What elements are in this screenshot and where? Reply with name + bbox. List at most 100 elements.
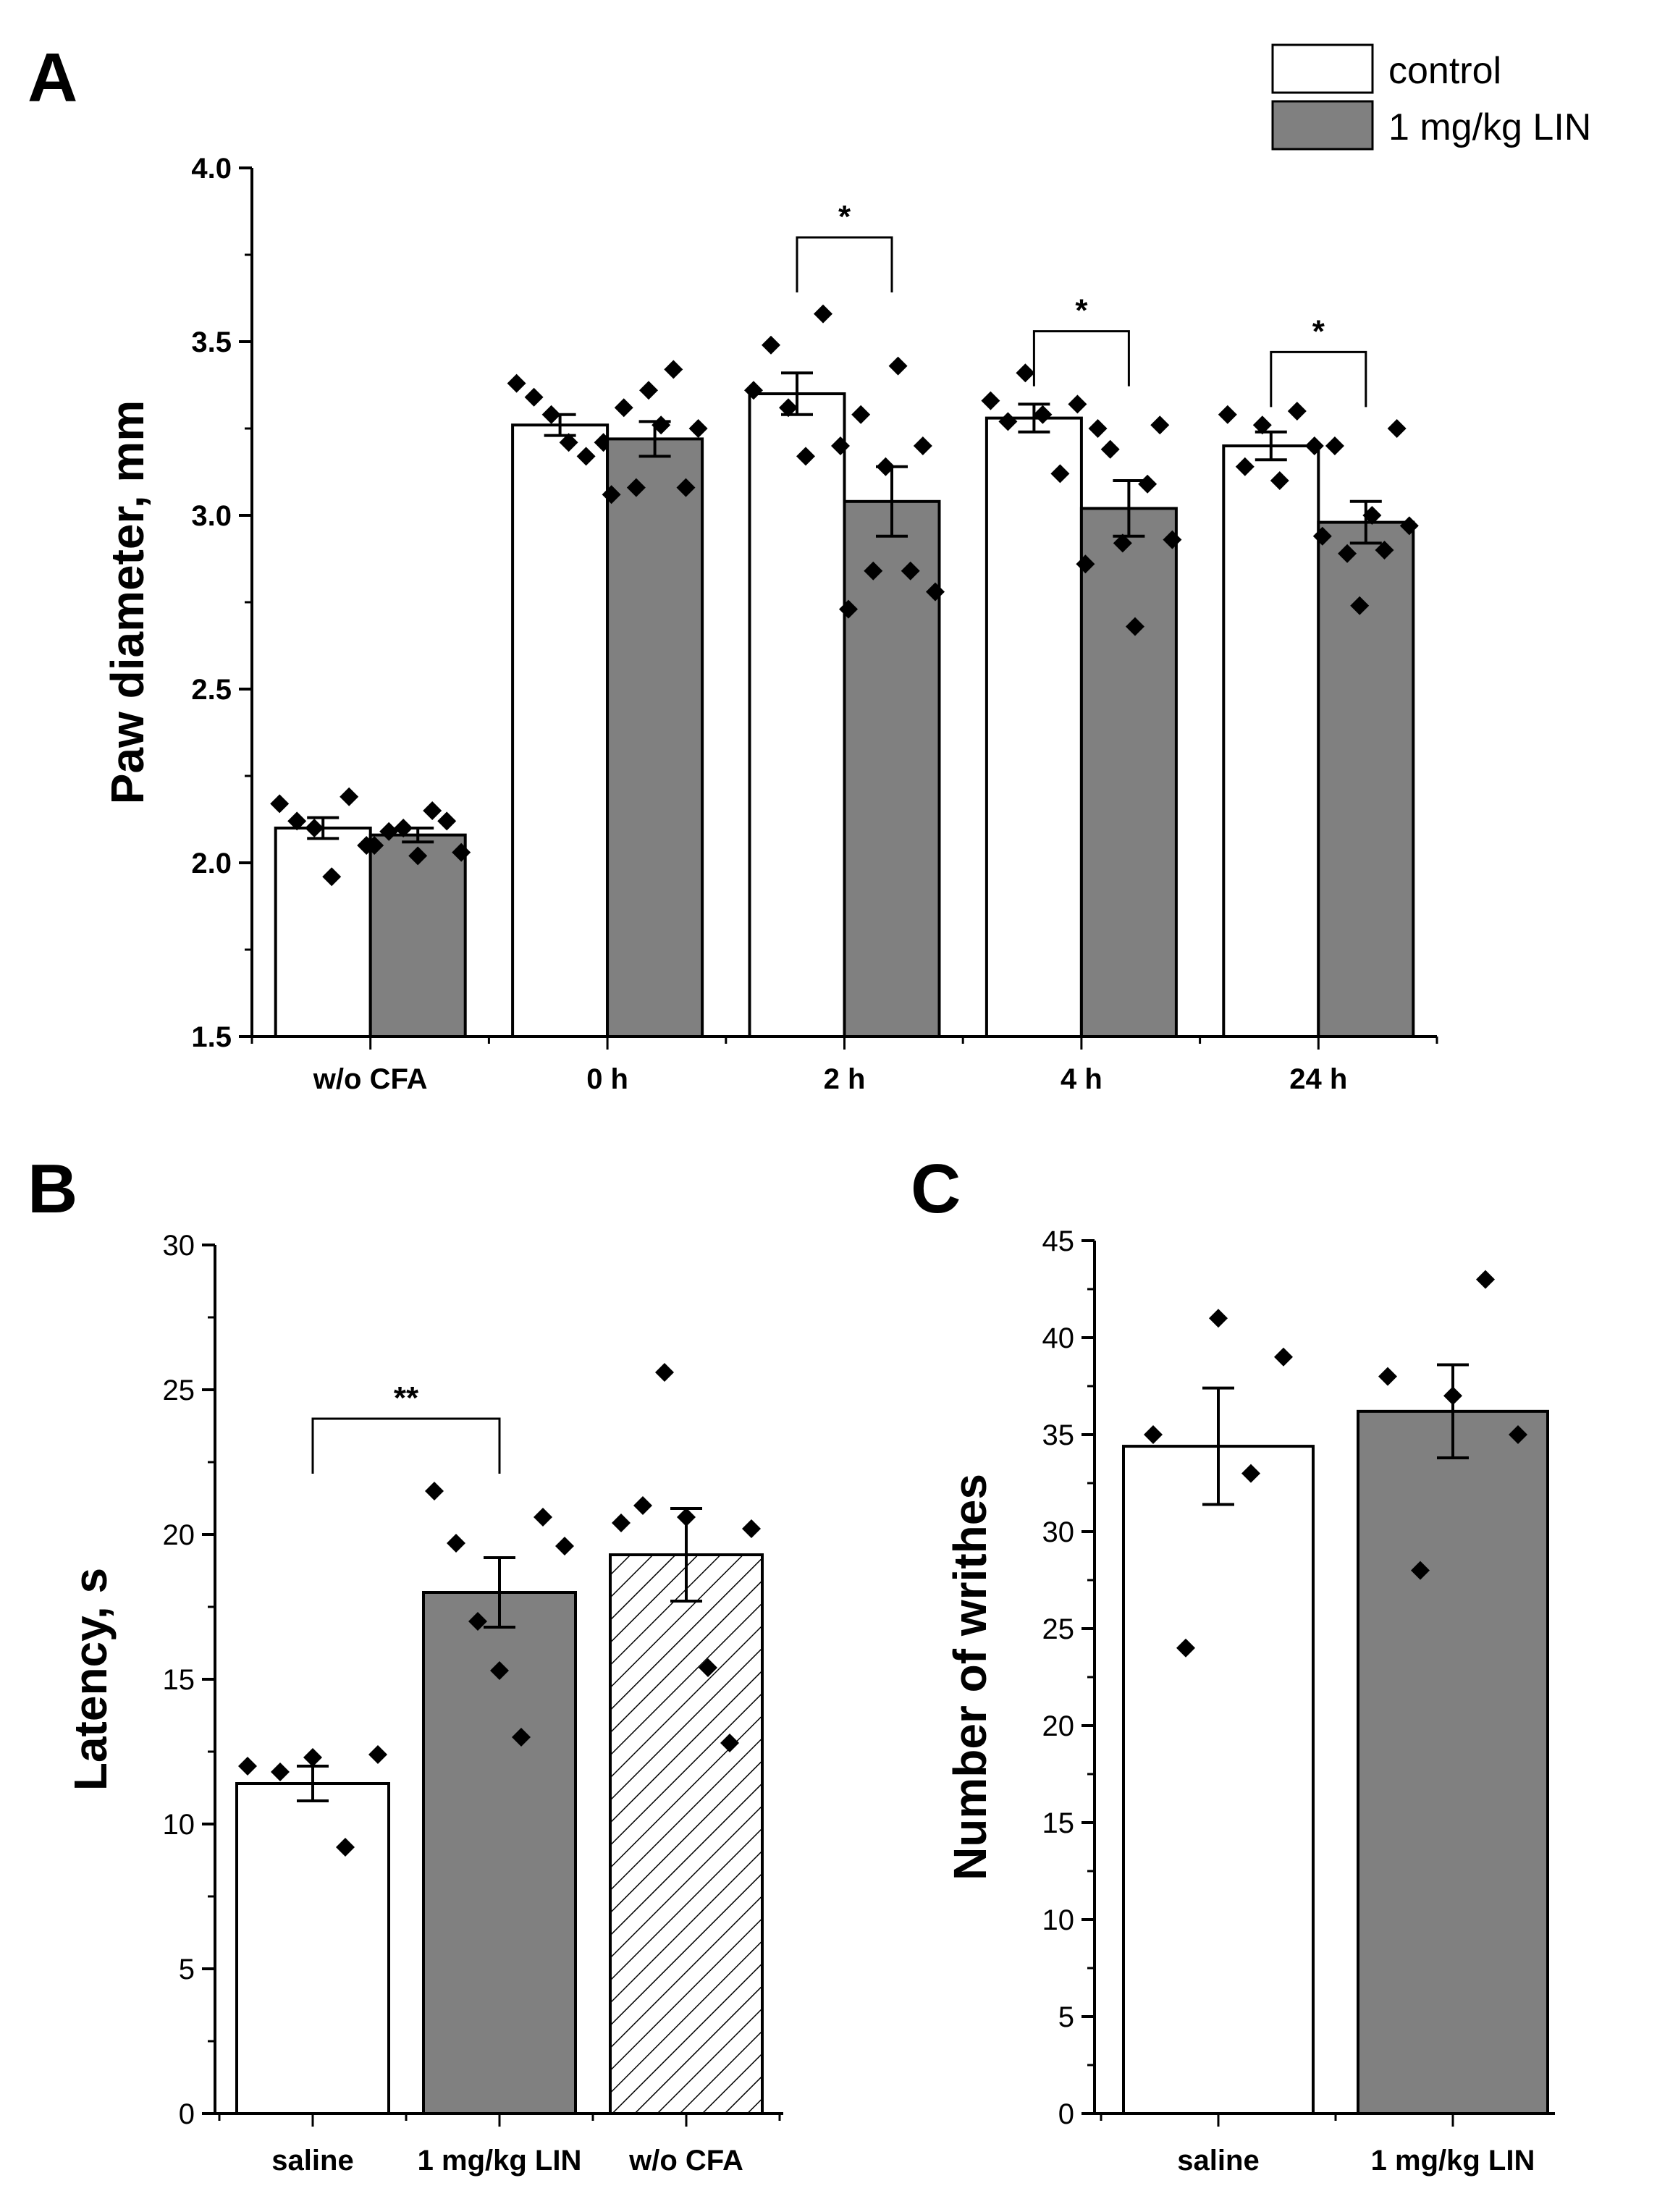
panel-a-data-point bbox=[1325, 436, 1344, 455]
panel-a-data-point bbox=[1312, 526, 1332, 546]
panel-c-data-point bbox=[1241, 1464, 1260, 1483]
panel-a-data-point bbox=[1163, 530, 1182, 549]
panel-b-data-point bbox=[655, 1363, 674, 1382]
panel-a-data-point bbox=[507, 373, 526, 393]
panel-a-data-point bbox=[888, 356, 908, 376]
panel-a-bar bbox=[274, 827, 372, 1038]
panel-a-data-point bbox=[576, 447, 596, 466]
panel-b-data-point bbox=[677, 1508, 696, 1527]
panel-c-data-point bbox=[1509, 1425, 1527, 1444]
panel-a-category-label: w/o CFA bbox=[313, 1063, 428, 1095]
panel-a-data-point bbox=[1033, 405, 1053, 424]
panel-a-data-point bbox=[1150, 415, 1170, 435]
panel-a-data-point bbox=[998, 412, 1018, 431]
panel-c-y-tick-label: 40 bbox=[1042, 1322, 1075, 1354]
panel-a-data-point bbox=[1218, 405, 1237, 424]
panel-a-data-point bbox=[1076, 554, 1095, 574]
panel-b-category-label: w/o CFA bbox=[628, 2145, 743, 2177]
panel-a-data-point bbox=[1252, 415, 1272, 435]
panel-b-significance-label: ** bbox=[394, 1380, 419, 1416]
panel-a-significance-label: * bbox=[1075, 293, 1088, 329]
panel-a-data-point bbox=[524, 387, 544, 407]
panel-c-data-point bbox=[1144, 1425, 1163, 1444]
panel-a-data-point bbox=[1125, 617, 1144, 636]
panel-c-y-tick-label: 0 bbox=[1058, 2098, 1074, 2130]
panel-a-data-point bbox=[322, 867, 342, 887]
panel-c-y-tick-label: 20 bbox=[1042, 1710, 1075, 1742]
panel-c-data-point bbox=[1378, 1367, 1397, 1386]
panel-letter-a: A bbox=[28, 39, 77, 117]
panel-a-data-point bbox=[1088, 419, 1108, 438]
panel-a-significance-bracket bbox=[1032, 330, 1130, 387]
panel-a-y-tick-label: 3.0 bbox=[191, 500, 232, 532]
panel-a-data-point bbox=[614, 398, 633, 418]
panel-a-data-point bbox=[340, 787, 359, 806]
panel-a-data-point bbox=[864, 561, 883, 581]
panel-c-data-point bbox=[1274, 1347, 1293, 1367]
panel-a-chart: 1.5 2.0 2.5 3.0 3.5 4.0 Paw diameter, mm w/o CF… bbox=[101, 153, 1438, 1095]
panel-a-data-point bbox=[1068, 394, 1087, 414]
panel-c-y-tick-label: 45 bbox=[1042, 1225, 1075, 1257]
panel-a-data-point bbox=[676, 478, 696, 497]
panel-a-data-point bbox=[1287, 402, 1307, 421]
panel-c-y-tick-label: 15 bbox=[1042, 1807, 1075, 1839]
panel-a-data-point bbox=[1235, 457, 1255, 476]
panel-a-category-label: 4 h bbox=[1061, 1063, 1102, 1095]
panel-a-data-point bbox=[1350, 596, 1370, 615]
panel-b-data-point bbox=[742, 1519, 761, 1538]
panel-b-data-point bbox=[612, 1514, 631, 1532]
legend-label-control: control bbox=[1388, 50, 1501, 92]
panel-a-data-point bbox=[913, 436, 932, 455]
panel-a-data-point bbox=[901, 561, 920, 581]
panel-a-significance-label: * bbox=[1312, 313, 1325, 349]
panel-b-data-point bbox=[447, 1534, 465, 1553]
panel-b-data-point bbox=[555, 1537, 574, 1555]
panel-a-data-point bbox=[541, 405, 561, 424]
panel-c-data-point bbox=[1476, 1270, 1495, 1289]
panel-a-category-label: 0 h bbox=[586, 1063, 628, 1095]
panel-a-bar bbox=[1079, 507, 1178, 1038]
panel-a-data-point bbox=[559, 433, 578, 452]
panel-a-data-point bbox=[408, 846, 428, 866]
panel-b-data-point bbox=[425, 1482, 444, 1500]
panel-b-significance-bracket bbox=[311, 1417, 501, 1474]
panel-letter-c: C bbox=[911, 1150, 961, 1228]
panel-c-y-tick-label: 35 bbox=[1042, 1419, 1075, 1451]
panel-a-data-point bbox=[1338, 544, 1357, 563]
panel-a-data-point bbox=[1050, 464, 1070, 484]
panel-c-y-tick-label: 30 bbox=[1042, 1516, 1075, 1548]
panel-a-data-point bbox=[305, 819, 324, 837]
panel-b-category-label: saline bbox=[271, 2145, 353, 2177]
panel-b-data-point bbox=[490, 1661, 509, 1680]
panel-a-data-point bbox=[1138, 474, 1158, 494]
panel-b-y-tick-label: 30 bbox=[163, 1230, 195, 1262]
panel-a-data-point bbox=[452, 843, 471, 862]
panel-a-data-point bbox=[639, 381, 659, 400]
panel-c-y-axis-title: Number of writhes bbox=[944, 1474, 996, 1880]
panel-a-data-point bbox=[876, 457, 895, 476]
panel-c-category-label: 1 mg/kg LIN bbox=[1371, 2145, 1535, 2177]
panel-c-data-point bbox=[1209, 1309, 1228, 1328]
panel-a-significance-bracket bbox=[1270, 350, 1367, 408]
panel-a-data-point bbox=[1399, 516, 1419, 536]
panel-b-y-tick-label: 5 bbox=[179, 1954, 195, 1985]
panel-a-bar bbox=[606, 437, 704, 1038]
panel-a-data-point bbox=[688, 419, 708, 438]
panel-a-significance-bracket bbox=[796, 236, 893, 292]
panel-a-data-point bbox=[839, 599, 858, 619]
panel-a-bar bbox=[511, 423, 610, 1038]
panel-a-data-point bbox=[602, 485, 621, 505]
panel-a-data-point bbox=[1100, 439, 1120, 459]
panel-c-data-point bbox=[1411, 1561, 1430, 1580]
panel-c-y-tick-label: 25 bbox=[1042, 1613, 1075, 1645]
panel-a-data-point bbox=[814, 304, 832, 324]
panel-a-bar bbox=[843, 499, 941, 1038]
panel-a-data-point bbox=[981, 391, 1000, 410]
legend-swatch-lin bbox=[1271, 100, 1374, 151]
panel-a-y-tick-label: 3.5 bbox=[191, 326, 232, 358]
panel-b-bar bbox=[609, 1553, 764, 2115]
panel-b-y-axis-title: Latency, s bbox=[64, 1568, 117, 1791]
panel-c-bar bbox=[1122, 1445, 1315, 2115]
panel-c-data-point bbox=[1443, 1386, 1462, 1406]
panel-letter-b: B bbox=[28, 1150, 77, 1228]
